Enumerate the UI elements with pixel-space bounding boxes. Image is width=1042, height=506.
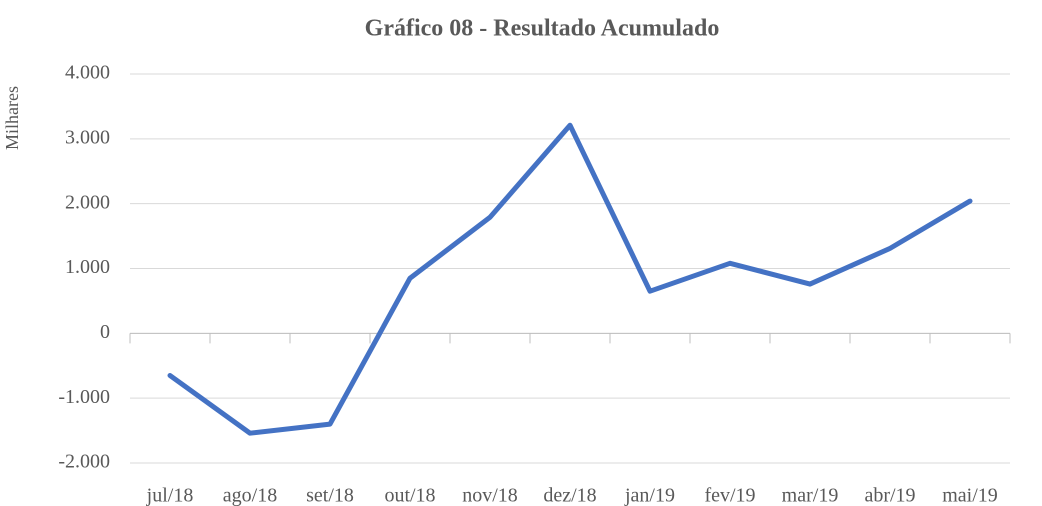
x-tick-label: mai/19: [942, 485, 998, 506]
x-tick-label: jan/19: [624, 485, 675, 506]
y-tick-label: 1.000: [65, 256, 110, 278]
x-tick-label: fev/19: [704, 485, 755, 506]
y-tick-label: 0: [100, 321, 110, 343]
x-tick-label: out/18: [384, 485, 435, 506]
y-tick-label: -1.000: [58, 386, 110, 408]
x-tick-label: nov/18: [462, 485, 518, 506]
chart-title: Gráfico 08 - Resultado Acumulado: [365, 16, 720, 42]
x-tick-label: jul/18: [146, 485, 194, 506]
y-tick-label: 2.000: [65, 191, 110, 213]
x-tick-label: dez/18: [543, 485, 596, 506]
x-tick-label: set/18: [306, 485, 354, 506]
x-tick-label: abr/19: [864, 485, 915, 506]
y-axis-label: Milhares: [2, 86, 22, 150]
x-tick-label: mar/19: [782, 485, 839, 506]
line-series: [167, 122, 973, 436]
y-tick-label: 3.000: [65, 126, 110, 148]
x-tick-label: ago/18: [223, 485, 277, 506]
y-tick-label: 4.000: [65, 62, 110, 84]
y-tick-label: -2.000: [58, 451, 110, 473]
